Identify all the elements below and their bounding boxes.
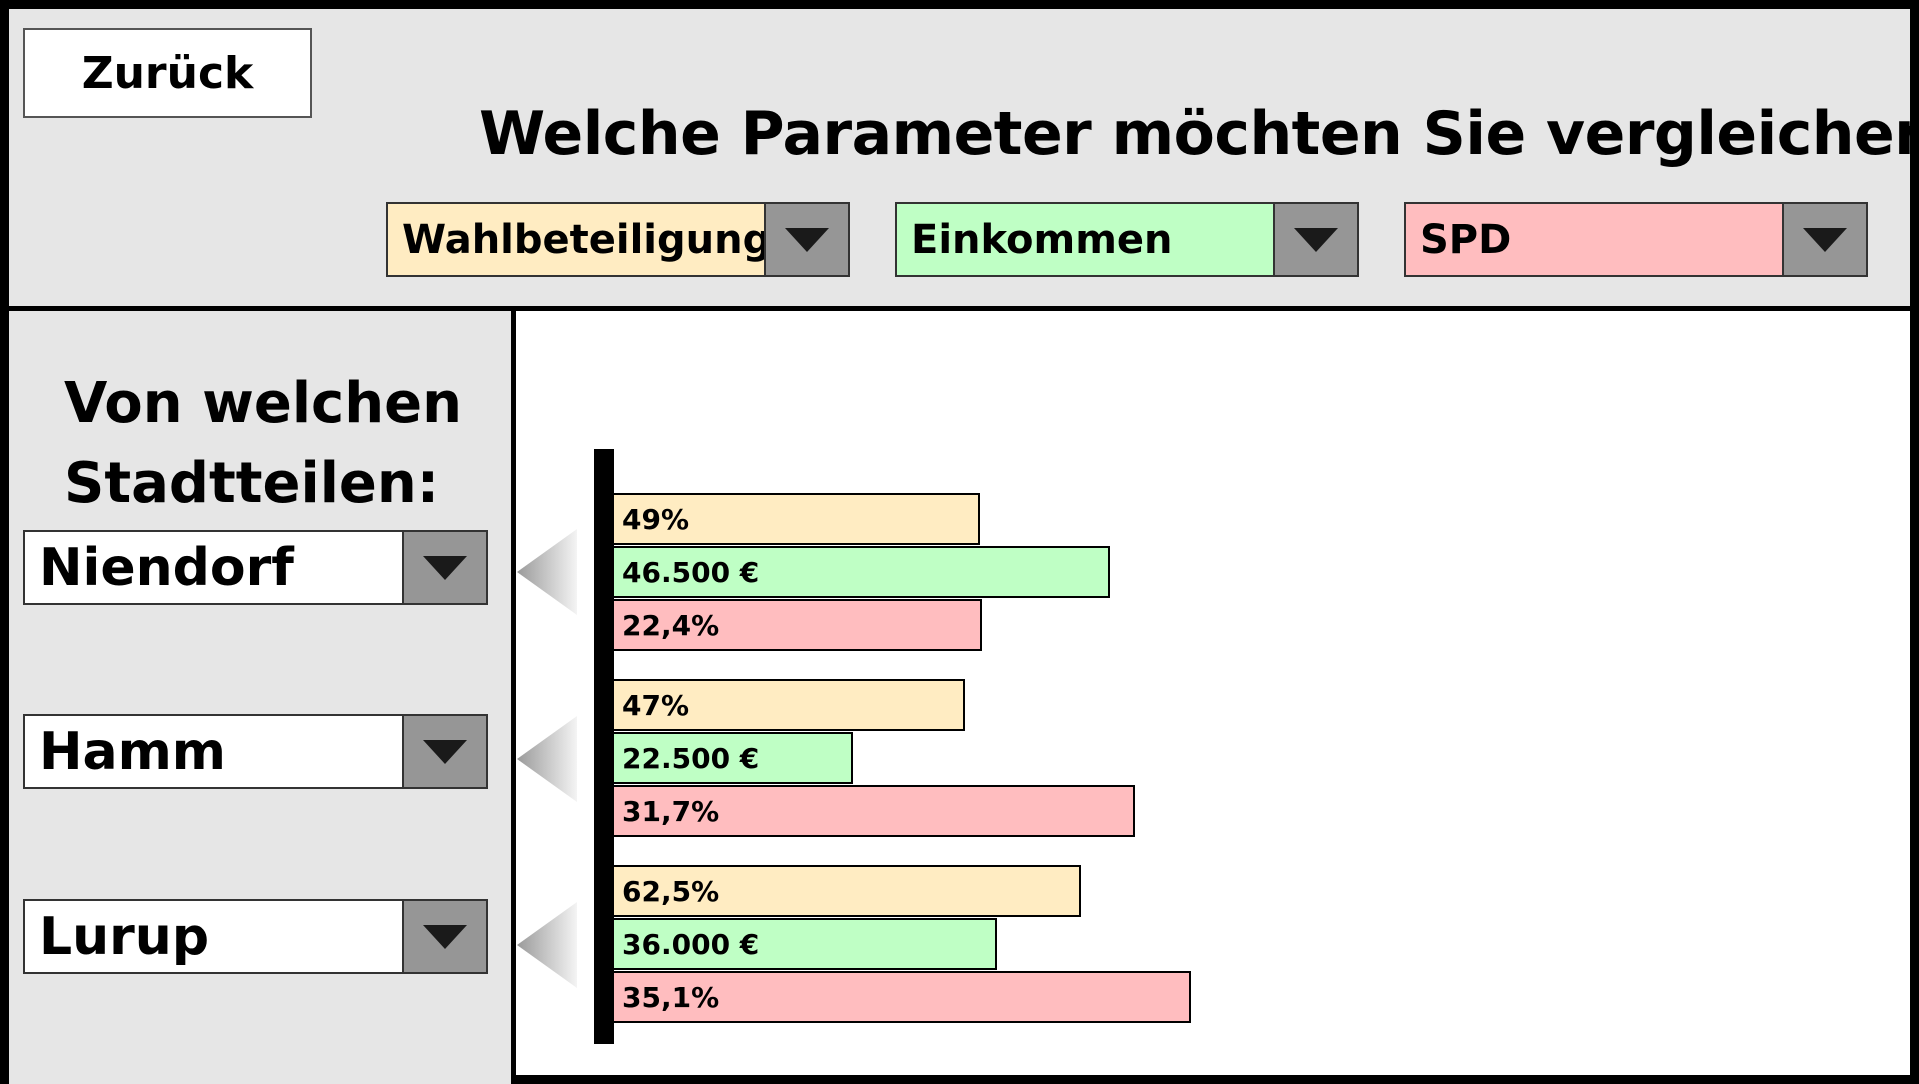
- bar-party-lurup: 35,1%: [612, 971, 1191, 1023]
- chevron-down-icon: [1294, 227, 1338, 252]
- district-select-3[interactable]: Lurup: [23, 899, 488, 974]
- bar-value-label: 49%: [622, 502, 690, 536]
- bar-value-label: 47%: [622, 688, 690, 722]
- chart-axis: [594, 449, 614, 1044]
- dropdown-arrow-button[interactable]: [402, 716, 486, 787]
- dropdown-arrow-button[interactable]: [1273, 204, 1357, 275]
- bar-turnout-niendorf: 49%: [612, 493, 980, 545]
- comparison-question: Welche Parameter möchten Sie vergleichen…: [479, 99, 1919, 169]
- chevron-down-icon: [1803, 227, 1847, 252]
- district-select-2[interactable]: Hamm: [23, 714, 488, 789]
- chevron-down-icon: [423, 555, 467, 580]
- bar-value-label: 31,7%: [622, 794, 720, 828]
- bar-value-label: 62,5%: [622, 874, 720, 908]
- district-select-value: Hamm: [39, 721, 226, 782]
- district-select-1[interactable]: Niendorf: [23, 530, 488, 605]
- bar-value-label: 22.500 €: [622, 741, 760, 775]
- district-question-line2: Stadtteilen:: [64, 451, 440, 516]
- chevron-down-icon: [423, 924, 467, 949]
- dropdown-arrow-button[interactable]: [1782, 204, 1866, 275]
- bar-income-niendorf: 46.500 €: [612, 546, 1110, 598]
- chevron-down-icon: [785, 227, 829, 252]
- bar-value-label: 46.500 €: [622, 555, 760, 589]
- bar-turnout-lurup: 62,5%: [612, 865, 1081, 917]
- back-button[interactable]: Zurück: [23, 28, 312, 118]
- bar-value-label: 22,4%: [622, 608, 720, 642]
- bar-income-lurup: 36.000 €: [612, 918, 997, 970]
- pointer-arrow-icon: [517, 902, 577, 988]
- district-select-value: Lurup: [39, 906, 210, 967]
- pointer-arrow-icon: [517, 716, 577, 802]
- bar-value-label: 36.000 €: [622, 927, 760, 961]
- district-question-line1: Von welchen: [64, 371, 462, 436]
- param-select-value: SPD: [1420, 216, 1512, 263]
- param-select-value: Einkommen: [911, 216, 1173, 263]
- dropdown-arrow-button[interactable]: [764, 204, 848, 275]
- param-select-value: Wahlbeteiligung: [402, 216, 764, 263]
- bar-party-hamm: 31,7%: [612, 785, 1135, 837]
- chevron-down-icon: [423, 739, 467, 764]
- param-select-income[interactable]: Einkommen: [895, 202, 1359, 277]
- dropdown-arrow-button[interactable]: [402, 901, 486, 972]
- dropdown-arrow-button[interactable]: [402, 532, 486, 603]
- param-select-turnout[interactable]: Wahlbeteiligung: [386, 202, 850, 277]
- bar-party-niendorf: 22,4%: [612, 599, 982, 651]
- bar-income-hamm: 22.500 €: [612, 732, 853, 784]
- header-panel: Zurück Welche Parameter möchten Sie verg…: [9, 9, 1919, 311]
- district-select-value: Niendorf: [39, 537, 294, 598]
- pointer-arrow-icon: [517, 529, 577, 615]
- bar-turnout-hamm: 47%: [612, 679, 965, 731]
- param-select-party[interactable]: SPD: [1404, 202, 1868, 277]
- district-question: Von welchen Stadtteilen:: [64, 364, 462, 524]
- bar-value-label: 35,1%: [622, 980, 720, 1014]
